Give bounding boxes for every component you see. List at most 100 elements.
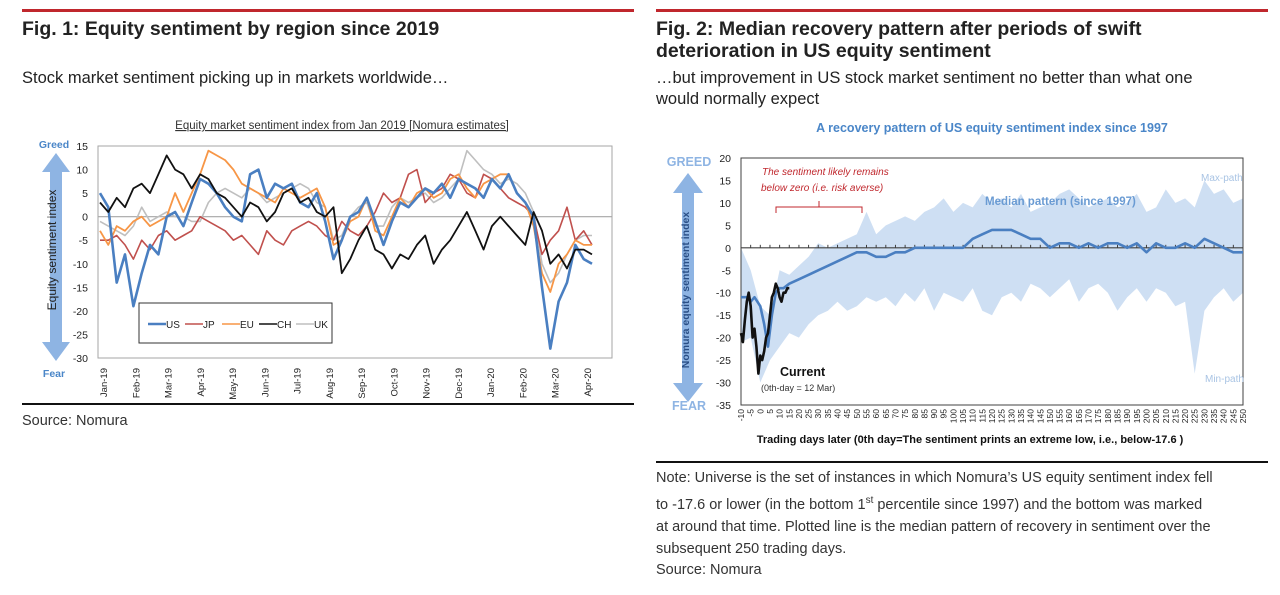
x-tick-label: Jun-19 [260, 368, 271, 397]
x-tick-label: 190 [1122, 409, 1132, 423]
x-tick-label: 25 [804, 409, 814, 419]
x-tick-label: 50 [852, 409, 862, 419]
x-tick-label: Apr-19 [196, 368, 207, 397]
x-tick-label: 150 [1045, 409, 1055, 423]
x-tick-label: 230 [1199, 409, 1209, 423]
x-tick-label: 250 [1238, 409, 1248, 423]
y-bottom-label: Fear [43, 368, 65, 380]
x-tick-label: 5 [765, 409, 775, 414]
chart-1-legend: US JP EU CH UK [138, 302, 333, 344]
legend-label-ch: CH [277, 320, 291, 331]
note-line-2: to -17.6 or lower (in the bottom 1st per… [656, 490, 1213, 516]
figure-1-source: Source: Nomura [22, 413, 128, 429]
y-tick-label: 10 [719, 198, 731, 210]
x-tick-label: 195 [1132, 409, 1142, 423]
y-tick-label: 20 [719, 153, 731, 165]
y-top-label: Greed [39, 139, 69, 151]
x-tick-label: 15 [784, 409, 794, 419]
y-tick-label: -30 [73, 353, 88, 365]
x-tick-label: -10 [736, 409, 746, 422]
figure-2-title-line2: deterioration in US equity sentiment [656, 40, 991, 62]
x-tick-label: Sep-19 [357, 368, 368, 399]
max-min-band [741, 180, 1243, 383]
y-tick-label: 5 [725, 220, 731, 232]
y-tick-label: -30 [716, 378, 731, 390]
y-tick-label: -20 [73, 306, 88, 318]
note-line-4: subsequent 250 trading days. [656, 541, 847, 558]
median-label: Median pattern (since 1997) [985, 196, 1136, 208]
x-tick-label: 170 [1084, 409, 1094, 423]
figure-1-subtitle: Stock market sentiment picking up in mar… [22, 69, 449, 87]
x-tick-label: 180 [1103, 409, 1113, 423]
note-superscript: st [865, 494, 874, 506]
x-tick-label: 160 [1064, 409, 1074, 423]
x-tick-label: 155 [1055, 409, 1065, 423]
x-tick-label: Feb-19 [131, 368, 142, 398]
y-axis-label: Equity sentiment index [45, 190, 59, 311]
x-tick-label: 105 [958, 409, 968, 423]
y-tick-label: -5 [79, 235, 88, 247]
chart-1-title: Equity market sentiment index from Jan 2… [175, 120, 509, 132]
x-tick-label: 200 [1141, 409, 1151, 423]
x-tick-label: Dec-19 [454, 368, 465, 399]
y-tick-label: -35 [716, 400, 731, 412]
x-tick-label: 90 [929, 409, 939, 419]
x-tick-label: 225 [1190, 409, 1200, 423]
y-bottom-label: FEAR [672, 399, 706, 413]
x-tick-label: 45 [842, 409, 852, 419]
x-tick-label: 10 [775, 409, 785, 419]
x-tick-label: 145 [1035, 409, 1045, 423]
bracket-note-line2: below zero (i.e. risk averse) [761, 183, 883, 194]
y-tick-label: -15 [716, 310, 731, 322]
x-tick-label: 205 [1151, 409, 1161, 423]
x-tick-label: 125 [997, 409, 1007, 423]
series-line-ch [99, 154, 593, 275]
x-tick-label: Mar-19 [164, 368, 175, 398]
x-tick-label: 135 [1016, 409, 1026, 423]
x-tick-label: Oct-19 [389, 368, 400, 397]
x-tick-label: 130 [1006, 409, 1016, 423]
x-tick-label: 165 [1074, 409, 1084, 423]
y-tick-label: -5 [722, 265, 731, 277]
y-tick-label: 0 [82, 212, 88, 224]
x-tick-label: 100 [948, 409, 958, 423]
x-tick-label: 60 [871, 409, 881, 419]
x-tick-label: 35 [823, 409, 833, 419]
red-header-rule [22, 9, 634, 12]
figure-2-subtitle-line2: would normally expect [656, 90, 820, 108]
x-tick-label: 85 [919, 409, 929, 419]
x-tick-label: 40 [833, 409, 843, 419]
x-tick-label: 70 [890, 409, 900, 419]
x-tick-label: 95 [939, 409, 949, 419]
bracket-note-line1: The sentiment likely remains [762, 167, 889, 178]
series-line-us [98, 168, 593, 350]
x-tick-label: -5 [746, 409, 756, 417]
figure-2-bottom-rule [656, 461, 1268, 463]
x-tick-label: 0 [755, 409, 765, 414]
median-line [741, 228, 1243, 348]
x-tick-label: Jan-19 [99, 368, 110, 397]
x-tick-label: 235 [1209, 409, 1219, 423]
plot-area [740, 157, 1244, 406]
y-tick-label: -25 [716, 355, 731, 367]
x-tick-label: 110 [968, 409, 978, 423]
figure-2-title-line1: Fig. 2: Median recovery pattern after pe… [656, 18, 1142, 40]
legend-label-jp: JP [203, 320, 215, 331]
y-tick-label: 5 [82, 188, 88, 200]
x-tick-label: 65 [881, 409, 891, 419]
x-tick-label: 80 [910, 409, 920, 419]
x-tick-label: 210 [1161, 409, 1171, 423]
y-tick-label: 15 [76, 141, 88, 153]
note-line-2-post: percentile since 1997) and the bottom wa… [873, 496, 1203, 513]
y-tick-label: 0 [725, 243, 731, 255]
current-sublabel: (0th-day = 12 Mar) [761, 383, 835, 393]
chart-2-title: A recovery pattern of US equity sentimen… [816, 121, 1168, 135]
figure-1-bottom-rule [22, 403, 634, 405]
x-tick-label: 115 [977, 409, 987, 423]
legend-label-uk: UK [314, 320, 328, 331]
x-tick-label: 120 [987, 409, 997, 423]
current-line [739, 282, 790, 375]
x-tick-label: Nov-19 [422, 368, 433, 399]
y-tick-label: 15 [719, 175, 731, 187]
x-tick-label: Aug-19 [325, 368, 336, 399]
